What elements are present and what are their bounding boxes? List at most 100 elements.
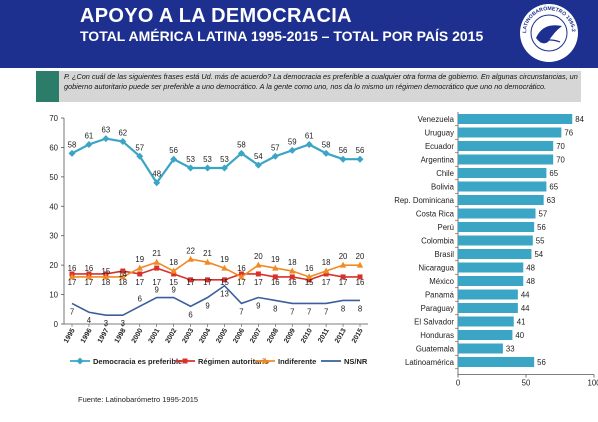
- data-point: [102, 273, 110, 280]
- data-point: [238, 273, 245, 280]
- data-label-middle: 17: [68, 278, 77, 287]
- data-point: [356, 261, 364, 268]
- x-tick-label: 1998: [114, 327, 128, 344]
- page-title: APOYO A LA DEMOCRACIA: [80, 5, 352, 27]
- data-point: [254, 161, 262, 169]
- x-tick-label: 2004: [198, 327, 212, 344]
- data-point: [289, 267, 296, 274]
- data-point: [255, 261, 262, 268]
- bar-value-label: 44: [521, 304, 530, 313]
- bar-category-label: México: [429, 277, 454, 286]
- bar: [458, 289, 518, 300]
- bar-category-label: Paraguay: [421, 304, 454, 313]
- bar: [458, 303, 518, 313]
- bar: [458, 330, 513, 340]
- legend-label: NS/NR: [344, 357, 368, 366]
- y-tick-label: 10: [49, 291, 58, 300]
- bar-value-label: 48: [526, 264, 535, 273]
- data-label-middle: 16: [356, 278, 365, 287]
- data-label-middle: 17: [237, 278, 246, 287]
- data-label-lower: 7: [70, 307, 74, 316]
- page-subtitle: TOTAL AMÉRICA LATINA 1995-2015 – TOTAL P…: [80, 28, 484, 44]
- data-label-upper: 18: [169, 258, 178, 267]
- data-label-upper: 19: [135, 255, 144, 264]
- data-label-democracia: 56: [169, 146, 178, 155]
- data-label-middle: 18: [118, 278, 127, 287]
- data-point: [120, 268, 126, 274]
- data-point: [272, 264, 279, 271]
- data-point: [305, 140, 313, 148]
- bar-category-label: Panamá: [425, 291, 455, 300]
- bar: [458, 235, 533, 246]
- bar-category-label: Guatemala: [416, 345, 455, 354]
- data-label-middle: 16: [288, 278, 297, 287]
- data-label-upper: 19: [271, 255, 280, 264]
- legend-label: Democracia es preferible: [93, 357, 182, 366]
- data-label-upper: 16: [305, 264, 314, 273]
- bar: [458, 357, 535, 367]
- legend-marker: [182, 358, 188, 364]
- data-label-democracia: 57: [135, 143, 144, 152]
- bar-category-label: Ecuador: [425, 142, 454, 151]
- x-tick-label: 1995: [63, 327, 77, 344]
- data-label-democracia: 63: [102, 126, 111, 135]
- bar-value-label: 70: [556, 156, 565, 165]
- data-label-upper: 20: [339, 252, 348, 261]
- data-label-democracia: 61: [305, 131, 314, 140]
- data-point: [68, 149, 76, 157]
- y-tick-label: 60: [49, 143, 58, 152]
- bar-value-label: 70: [556, 142, 565, 151]
- data-point: [339, 261, 347, 268]
- data-point: [187, 255, 194, 262]
- x-tick-label: 2010: [300, 327, 314, 344]
- data-label-upper: 16: [85, 264, 94, 273]
- legend-marker: [76, 357, 84, 365]
- data-label-democracia: 57: [271, 143, 280, 152]
- data-label-middle: 18: [102, 278, 111, 287]
- bar-category-label: Venezuela: [418, 115, 455, 124]
- y-tick-label: 30: [49, 232, 58, 241]
- data-label-lower: 7: [239, 307, 243, 316]
- bar-category-label: Nicaragua: [418, 264, 454, 273]
- data-point: [306, 277, 312, 283]
- bar: [458, 181, 547, 192]
- data-label-lower: 7: [307, 307, 311, 316]
- source-note: Fuente: Latinobarómetro 1995-2015: [78, 395, 199, 404]
- series-line: [71, 137, 360, 185]
- data-label-middle: 17: [135, 278, 144, 287]
- bar: [458, 114, 573, 124]
- bar-category-label: Perú: [438, 223, 454, 232]
- data-label-middle: 15: [220, 278, 229, 287]
- bar: [458, 208, 536, 219]
- x-tick-label: 1996: [80, 327, 94, 344]
- data-point: [153, 258, 160, 265]
- data-point: [272, 274, 278, 280]
- data-point: [85, 273, 93, 280]
- data-label-upper: 14: [118, 270, 127, 279]
- data-label-middle: 15: [305, 278, 314, 287]
- data-point: [119, 273, 127, 280]
- bar: [458, 222, 535, 232]
- data-label-middle: 17: [203, 278, 212, 287]
- data-point: [221, 264, 228, 271]
- data-label-lower: 6: [138, 294, 142, 303]
- y-tick-label: 40: [49, 202, 58, 211]
- data-label-middle: 17: [186, 278, 195, 287]
- data-label-democracia: 53: [220, 155, 229, 164]
- data-point: [170, 267, 177, 274]
- legend-label: Régimen autoritario: [198, 357, 269, 366]
- bar-category-label: Brasil: [435, 250, 455, 259]
- data-label-democracia: 56: [356, 146, 365, 155]
- data-label-democracia: 58: [68, 140, 77, 149]
- x-tick-label: 2002: [165, 327, 179, 344]
- bar-value-label: 55: [536, 237, 545, 246]
- x-tick-label: 2003: [181, 327, 195, 344]
- bar: [458, 276, 524, 286]
- bar-category-label: Costa Rica: [416, 210, 455, 219]
- data-label-democracia: 56: [339, 146, 348, 155]
- bar-value-label: 33: [506, 345, 515, 354]
- data-point: [136, 152, 144, 160]
- bar-category-label: Latinoamérica: [405, 358, 455, 367]
- data-point: [170, 155, 178, 163]
